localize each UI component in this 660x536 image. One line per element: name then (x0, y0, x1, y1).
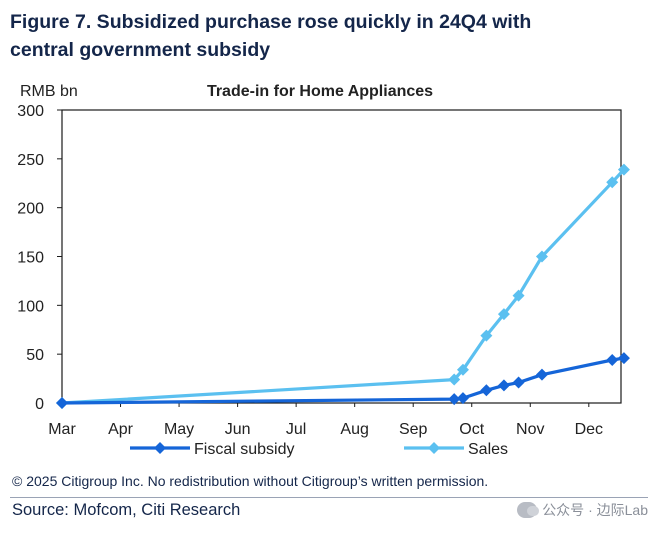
fiscal-subsidy-point (456, 392, 469, 405)
legend-label-sales: Sales (468, 441, 508, 458)
y-tick-label: 300 (17, 103, 44, 120)
legend-label-fiscal-subsidy: Fiscal subsidy (194, 441, 294, 458)
fiscal-subsidy-point (448, 393, 461, 406)
legend: Fiscal subsidy Sales (130, 441, 508, 458)
legend-marker-fiscal-subsidy (154, 442, 166, 454)
source-note: Source: Mofcom, Citi Research (12, 501, 241, 519)
x-tick-label: Oct (459, 421, 484, 438)
sales-point (456, 363, 469, 376)
wechat-icon (517, 502, 540, 518)
fiscal-subsidy-line (61, 356, 625, 405)
footer-divider (10, 497, 648, 498)
y-tick-label: 150 (17, 250, 44, 267)
y-tick-label: 200 (17, 201, 44, 218)
sales-point (448, 373, 461, 386)
x-tick-label: May (164, 421, 194, 438)
x-tick-label: Jun (225, 421, 251, 438)
x-tick-label: Jul (286, 421, 306, 438)
sales-point (535, 250, 548, 263)
sales-point (606, 176, 619, 189)
watermark-text: 公众号 · 边际Lab (542, 502, 648, 518)
figure-title-line-1: Figure 7. Subsidized purchase rose quick… (10, 11, 532, 33)
line-chart: RMB bn Trade-in for Home Appliances 0 50 1… (17, 83, 630, 458)
figure-title-line-2: central government subsidy (10, 39, 271, 61)
sales-line (61, 168, 626, 405)
fiscal-subsidy-point (535, 368, 548, 381)
watermark: 公众号 · 边际Lab (517, 500, 648, 520)
x-tick-label: Sep (399, 421, 428, 438)
y-axis-unit-label: RMB bn (20, 83, 78, 100)
sales-point (497, 308, 510, 321)
x-tick-label: Mar (48, 421, 76, 438)
chart-title: Trade-in for Home Appliances (207, 83, 433, 100)
fiscal-subsidy-point (497, 379, 510, 392)
sales-point (617, 163, 630, 176)
x-tick-label: Dec (575, 421, 603, 438)
fiscal-subsidy-point (606, 354, 619, 367)
legend-marker-sales (428, 442, 440, 454)
x-tick-label: Nov (516, 421, 544, 438)
copyright-notice: © 2025 Citigroup Inc. No redistribution … (12, 473, 489, 489)
sales-point (480, 329, 493, 342)
x-tick-label: Apr (108, 421, 134, 438)
fiscal-subsidy-point (56, 397, 68, 409)
y-tick-label: 0 (35, 396, 44, 413)
x-tick-label: Aug (340, 421, 368, 438)
y-tick-label: 100 (17, 298, 44, 315)
y-tick-label: 250 (17, 152, 44, 169)
sales-point (512, 289, 525, 302)
fiscal-subsidy-point (617, 352, 630, 365)
y-tick-label: 50 (26, 347, 44, 364)
figure-title: Figure 7. Subsidized purchase rose quick… (10, 8, 650, 64)
fiscal-subsidy-point (480, 384, 493, 397)
fiscal-subsidy-point (512, 376, 525, 389)
